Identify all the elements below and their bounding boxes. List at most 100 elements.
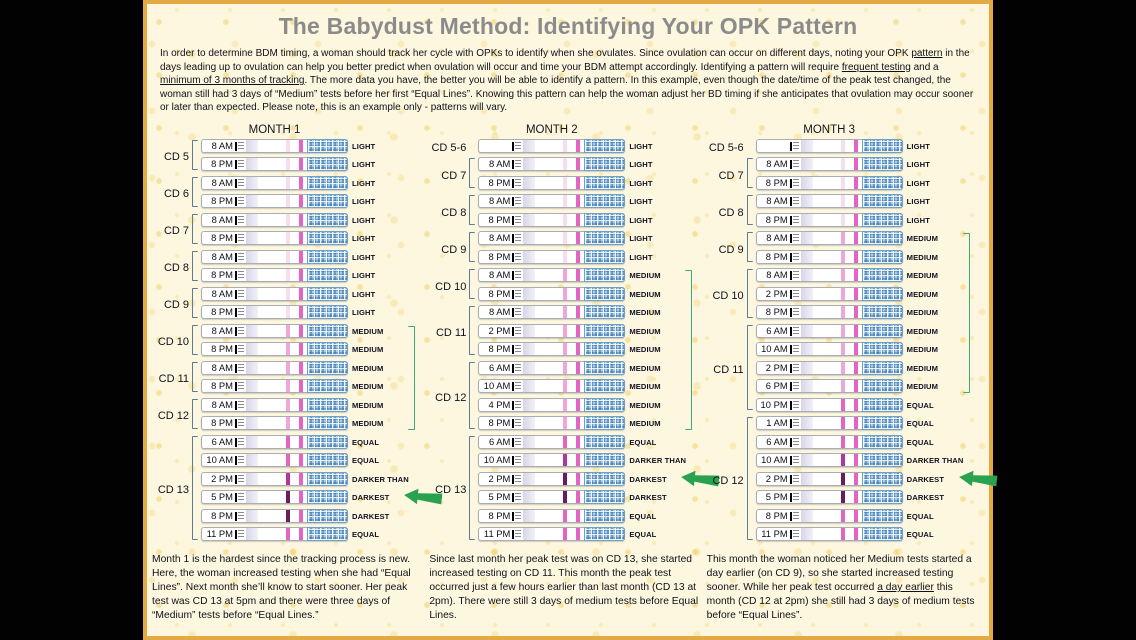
control-line (299, 250, 303, 263)
cycle-day-label: CD 7 (718, 169, 744, 182)
underlined-text: a day earlier (877, 581, 934, 593)
test-strip-row: 8 AM MEDIUM (201, 360, 429, 380)
strip-wick-band (800, 232, 813, 245)
marker-lines (515, 197, 522, 206)
control-line (299, 361, 303, 374)
strip-handle (584, 305, 626, 320)
marker-lines (238, 234, 244, 243)
marker-lines (792, 234, 799, 243)
marker-bar (235, 530, 237, 540)
strip-wick-band (800, 250, 813, 263)
strip-wick-band (800, 269, 813, 282)
result-label: LIGHT (352, 308, 376, 318)
strip-handle (584, 508, 626, 523)
marker-bar (789, 456, 792, 466)
marker-bar (235, 252, 237, 262)
opk-test-strip: 8 AM (755, 194, 903, 209)
strip-wick-band (246, 417, 258, 430)
result-label: MEDIUM (629, 271, 661, 281)
test-line (563, 232, 568, 245)
test-strip-row: 8 AM MEDIUM (201, 323, 429, 343)
marker-bar (512, 197, 515, 207)
month-column: MONTH 3 CD 5-6 LIGHT CD 7 8 AM LIGHT 8 PM LIGHT… (707, 124, 984, 623)
opk-test-strip: 8 AM (478, 194, 626, 209)
opk-test-strip: 11 PM (755, 527, 903, 542)
opk-test-strip: 8 PM (755, 305, 903, 320)
opk-test-strip: 6 AM (201, 434, 348, 449)
text-segment: in the days leading up to ovulation can … (160, 48, 970, 73)
marker-bar (235, 345, 237, 355)
test-line (286, 306, 290, 319)
strip-max-marker-icon (235, 289, 244, 299)
marker-lines (792, 289, 799, 298)
strip-handle (584, 212, 626, 227)
marker-lines (238, 308, 244, 317)
marker-bar (235, 419, 237, 429)
strip-handle (861, 360, 903, 375)
test-time-label: 8 AM (766, 195, 788, 207)
marker-bar (235, 511, 237, 521)
test-line (840, 435, 845, 448)
cd-group: CD 8 8 AM LIGHT 8 PM LIGHT (707, 194, 984, 231)
cd-bracket (469, 232, 476, 263)
strip-max-marker-icon (789, 289, 799, 299)
control-line (853, 287, 858, 300)
strip-handle (307, 360, 348, 375)
test-line (286, 139, 290, 152)
strip-wick-band (246, 195, 258, 208)
result-label: EQUAL (906, 437, 934, 447)
test-strip-row: 6 AM EQUAL (201, 434, 429, 454)
test-line (286, 232, 290, 245)
strip-handle (307, 397, 348, 412)
test-line (286, 176, 290, 189)
opk-test-strip: 6 AM (478, 360, 626, 375)
marker-lines (515, 308, 522, 317)
strip-handle (307, 231, 348, 246)
control-line (853, 361, 858, 374)
strip-handle (584, 397, 626, 412)
strip-max-marker-icon (789, 530, 799, 540)
cycle-day-label: CD 8 (441, 206, 467, 219)
marker-lines (515, 326, 522, 335)
marker-lines (515, 382, 522, 391)
marker-bar (235, 382, 237, 392)
cd-bracket (469, 195, 476, 226)
marker-bar (789, 252, 792, 262)
marker-bar (235, 474, 237, 484)
control-line (853, 435, 858, 448)
result-label: MEDIUM (629, 289, 661, 299)
marker-bar (789, 419, 792, 429)
cd-group: CD 10 8 AM MEDIUM 2 PM MEDIUM 8 PM MEDIUM (707, 268, 984, 324)
cd-group: CD 6 8 AM LIGHT 8 PM LIGHT (152, 175, 429, 213)
cycle-day-label: CD 8 (163, 262, 189, 275)
opk-test-strip: 5 PM (755, 490, 903, 505)
strip-wick-band (523, 417, 536, 430)
marker-lines (792, 474, 799, 483)
strip-wick-band (246, 491, 258, 504)
test-time-label: 8 AM (211, 398, 233, 410)
cd-bracket (192, 250, 198, 281)
test-time-label: 8 PM (211, 306, 233, 318)
strip-wick-band (523, 528, 536, 541)
test-strip-row: 2 PM MEDIUM (755, 286, 984, 306)
result-label: EQUAL (906, 419, 934, 429)
test-time-label: 8 PM (765, 306, 788, 318)
marker-lines (792, 530, 799, 539)
test-strip-row: 8 AM LIGHT (478, 157, 706, 176)
test-time-label: 6 AM (488, 361, 511, 373)
strip-wick-band (800, 417, 813, 430)
marker-bar (512, 178, 515, 188)
month-column: MONTH 1 CD 5 8 AM LIGHT 8 PM LIGHT CD 6 8 AM LIG… (152, 124, 429, 623)
marker-lines (238, 326, 244, 335)
strip-rows: 8 AM MEDIUM 2 PM MEDIUM 8 PM MEDIUM (478, 305, 706, 361)
control-line (853, 213, 858, 226)
result-label: MEDIUM (906, 252, 939, 262)
test-strip-row: 8 AM MEDIUM (201, 397, 429, 417)
strip-rows: 1 AM EQUAL 6 AM EQUAL 10 AM DARKER THAN 2 PM DA… (755, 416, 984, 546)
result-label: DARKEST (629, 474, 667, 484)
result-label: LIGHT (352, 215, 376, 225)
underlined-text: pattern (911, 48, 943, 59)
cycle-day-label: CD 9 (163, 299, 189, 312)
strip-max-marker-icon (512, 326, 522, 336)
cd-bracket (746, 269, 753, 318)
